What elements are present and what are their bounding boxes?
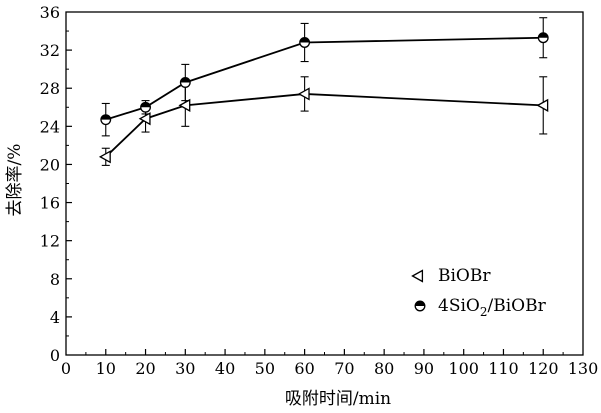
- legend-label-biobr: BiOBr: [438, 266, 491, 286]
- x-tick-label: 70: [334, 359, 354, 378]
- legend-marker-triangle: [411, 269, 424, 283]
- marker-fill: [140, 102, 151, 108]
- data-point: [537, 32, 549, 44]
- x-tick-label: 100: [448, 359, 479, 378]
- marker-fill: [538, 32, 549, 38]
- x-tick-label: 90: [414, 359, 434, 378]
- legend-marker-circle: [414, 300, 426, 312]
- x-tick-label: 80: [374, 359, 394, 378]
- y-tick-label: 0: [50, 346, 60, 365]
- marker-fill: [299, 37, 310, 43]
- marker-fill: [180, 77, 191, 83]
- x-axis-title: 吸附时间/min: [285, 389, 391, 409]
- legend-circle-marker: [414, 300, 426, 312]
- legend-triangle-marker: [411, 269, 424, 283]
- data-point: [140, 101, 151, 113]
- y-tick-label: 28: [40, 79, 60, 98]
- legend-label-subscript: 2: [480, 305, 488, 319]
- x-tick-label: 30: [175, 359, 195, 378]
- legend-label-part-2: /BiOBr: [487, 296, 546, 316]
- series-biobr: [98, 76, 549, 166]
- legend-item-sio2-biobr: 4SiO2/BiOBr: [414, 296, 547, 319]
- data-point: [297, 87, 310, 101]
- x-tick-label: 60: [294, 359, 314, 378]
- x-tick-label: 110: [488, 359, 519, 378]
- y-tick-label: 36: [40, 3, 60, 22]
- series-line: [105, 93, 544, 158]
- y-tick-label: 24: [40, 117, 60, 136]
- x-tick-label: 130: [568, 359, 599, 378]
- legend-label-sio2-biobr: 4SiO2/BiOBr: [438, 296, 547, 319]
- y-tick-label: 8: [50, 270, 60, 289]
- x-tick-label: 40: [215, 359, 235, 378]
- y-tick-label: 16: [40, 194, 60, 213]
- data-point: [299, 37, 311, 48]
- data-point: [100, 114, 112, 126]
- data-point: [98, 150, 111, 164]
- axes: 0 10 20 30 40 50 60 70 80 90 100 110 120 130 0 4 8 12 16 20…: [40, 3, 599, 378]
- legend-item-biobr: BiOBr: [411, 266, 491, 286]
- y-tick-label: 20: [40, 155, 60, 174]
- y-tick-label: 4: [50, 308, 60, 327]
- legend-label-part-1: 4SiO: [438, 296, 480, 316]
- series-sio2-biobr: [100, 17, 549, 137]
- legend: BiOBr 4SiO2/BiOBr: [411, 266, 547, 319]
- x-tick-label: 10: [96, 359, 116, 378]
- y-tick-label: 32: [40, 41, 60, 60]
- x-tick-label: 0: [61, 359, 71, 378]
- y-axis-title: 去除率/%: [5, 144, 25, 217]
- marker-fill: [100, 114, 111, 120]
- data-point: [178, 98, 191, 112]
- y-tick-label: 12: [40, 232, 60, 251]
- series-layer: [98, 17, 549, 166]
- series-line: [105, 36, 544, 121]
- x-tick-label: 50: [255, 359, 275, 378]
- marker-fill: [415, 301, 425, 306]
- data-point: [179, 77, 191, 88]
- x-tick-label: 120: [528, 359, 559, 378]
- x-tick-label: 20: [135, 359, 155, 378]
- data-point: [138, 112, 151, 126]
- data-point: [536, 98, 549, 112]
